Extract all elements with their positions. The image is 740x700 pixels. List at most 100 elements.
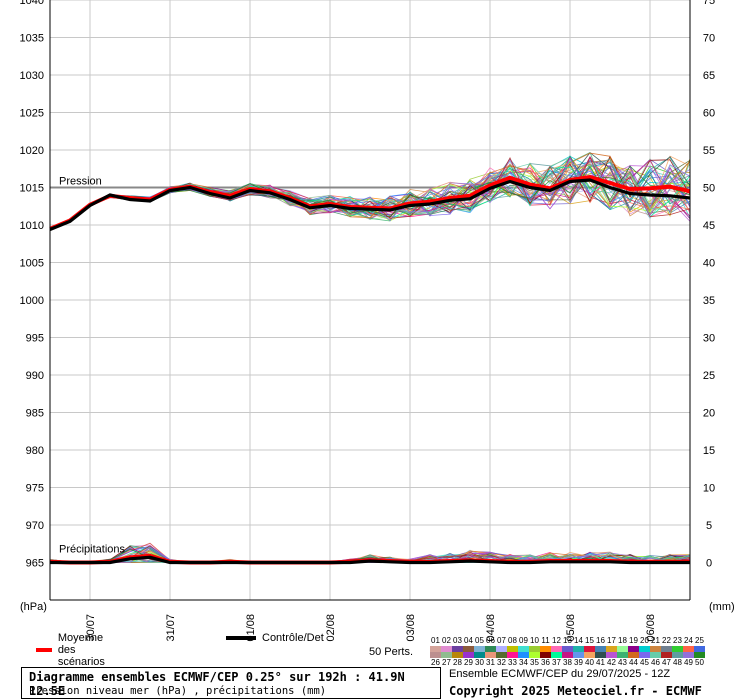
perturbation-number: 37	[552, 658, 561, 667]
perturbation-number: 20	[640, 636, 649, 645]
perturbation-number: 39	[574, 658, 583, 667]
left-tick-label: 1020	[20, 145, 44, 157]
perturbation-number: 26	[431, 658, 440, 667]
left-tick-label: 1015	[20, 183, 44, 195]
right-tick-label: 65	[703, 70, 715, 82]
perturbation-swatch	[584, 646, 595, 652]
left-tick-label: 975	[26, 483, 44, 495]
legend-control: Contrôle/Det	[226, 632, 324, 644]
perturbation-swatch	[518, 652, 529, 658]
perturbation-number: 04	[464, 636, 473, 645]
right-tick-label: 75	[703, 0, 715, 7]
perturbation-number: 12	[552, 636, 561, 645]
left-tick-label: 980	[26, 445, 44, 457]
perturbation-swatch	[474, 652, 485, 658]
perturbation-swatch	[573, 652, 584, 658]
run-info: Ensemble ECMWF/CEP du 29/07/2025 - 12Z	[449, 668, 671, 680]
perturbation-number: 05	[475, 636, 484, 645]
chart-subtitle: Pression niveau mer (hPa) , précipitatio…	[29, 685, 327, 697]
perturbation-number: 15	[585, 636, 594, 645]
perturbation-swatch	[562, 652, 573, 658]
right-axis-unit: (mm)	[709, 601, 735, 613]
perturbation-swatch	[683, 652, 694, 658]
right-tick-label: 25	[703, 370, 715, 382]
right-tick-label: 55	[703, 145, 715, 157]
perturbation-swatch	[606, 646, 617, 652]
left-tick-label: 985	[26, 408, 44, 420]
perturbation-number: 01	[431, 636, 440, 645]
perturbation-swatch	[507, 652, 518, 658]
main-series	[49, 174, 691, 565]
perturbation-number: 50	[695, 658, 704, 667]
perturbation-swatch	[496, 646, 507, 652]
perturbation-swatch	[430, 652, 441, 658]
x-tick-label: 06/08	[645, 614, 657, 642]
perturbation-number: 25	[695, 636, 704, 645]
x-tick-label: 02/08	[325, 614, 337, 642]
right-tick-label: 70	[703, 33, 715, 45]
perturbation-swatch	[584, 652, 595, 658]
perturbation-number: 28	[453, 658, 462, 667]
perturbation-number: 19	[629, 636, 638, 645]
perturbation-number: 46	[651, 658, 660, 667]
right-tick-label: 0	[706, 558, 712, 570]
perturbation-swatch	[529, 646, 540, 652]
perturbation-number: 36	[541, 658, 550, 667]
left-tick-label: 970	[26, 520, 44, 532]
perturbation-swatch	[595, 652, 606, 658]
perturbation-swatch	[606, 652, 617, 658]
perturbation-swatch	[639, 652, 650, 658]
perturbation-swatch	[463, 652, 474, 658]
perturbation-number: 40	[585, 658, 594, 667]
perturbation-number: 07	[497, 636, 506, 645]
perturbation-swatch	[617, 646, 628, 652]
perturbation-swatch	[672, 652, 683, 658]
perturbation-number: 18	[618, 636, 627, 645]
perturbation-number: 29	[464, 658, 473, 667]
perturbation-number: 38	[563, 658, 572, 667]
perturbations-label: 50 Perts.	[369, 646, 414, 658]
right-tick-label: 50	[703, 183, 715, 195]
perturbation-swatch	[551, 652, 562, 658]
perturbation-swatch	[573, 646, 584, 652]
perturbation-swatch	[430, 646, 441, 652]
perturbation-swatch	[452, 652, 463, 658]
perturbation-number: 34	[519, 658, 528, 667]
perturbation-swatch	[595, 646, 606, 652]
chart-title: Diagramme ensembles ECMWF/CEP 0.25° sur …	[29, 670, 405, 698]
left-tick-label: 995	[26, 333, 44, 345]
perturbation-swatch	[562, 646, 573, 652]
perturbation-number: 32	[497, 658, 506, 667]
right-tick-label: 5	[706, 520, 712, 532]
perturbation-number: 48	[673, 658, 682, 667]
perturbation-swatch	[540, 646, 551, 652]
perturbation-number: 13	[563, 636, 572, 645]
perturbation-swatch	[683, 646, 694, 652]
perturbation-swatch	[529, 652, 540, 658]
perturbation-swatch	[551, 646, 562, 652]
legend-mean-swatch	[36, 648, 52, 652]
perturbation-number: 10	[530, 636, 539, 645]
right-tick-label: 15	[703, 445, 715, 457]
x-tick-label: 03/08	[405, 614, 417, 642]
perturbation-swatch	[463, 646, 474, 652]
legend-mean-label: Moyenne des scénarios	[57, 632, 105, 668]
perturbation-swatch	[507, 646, 518, 652]
x-tick-label: 01/08	[245, 614, 257, 642]
perturbation-number: 45	[640, 658, 649, 667]
perturbations-legend-grid: 01 02 03 04 05 06 07 08 09 10 11 12 13 14 15 16 17 18 19 20…	[430, 636, 706, 667]
perturbation-number: 21	[651, 636, 660, 645]
legend-control-label: Contrôle/Det	[262, 632, 324, 644]
perturbation-number: 06	[486, 636, 495, 645]
perturbation-swatch	[496, 652, 507, 658]
perturbation-swatch	[694, 646, 705, 652]
perturbation-number: 22	[662, 636, 671, 645]
left-tick-label: 1035	[20, 33, 44, 45]
perturbation-swatch	[672, 646, 683, 652]
right-tick-label: 30	[703, 333, 715, 345]
perturbation-swatch	[661, 652, 672, 658]
perturbation-number: 02	[442, 636, 451, 645]
x-tick-label: 30/07	[85, 614, 97, 642]
control-precip-line	[50, 555, 690, 565]
